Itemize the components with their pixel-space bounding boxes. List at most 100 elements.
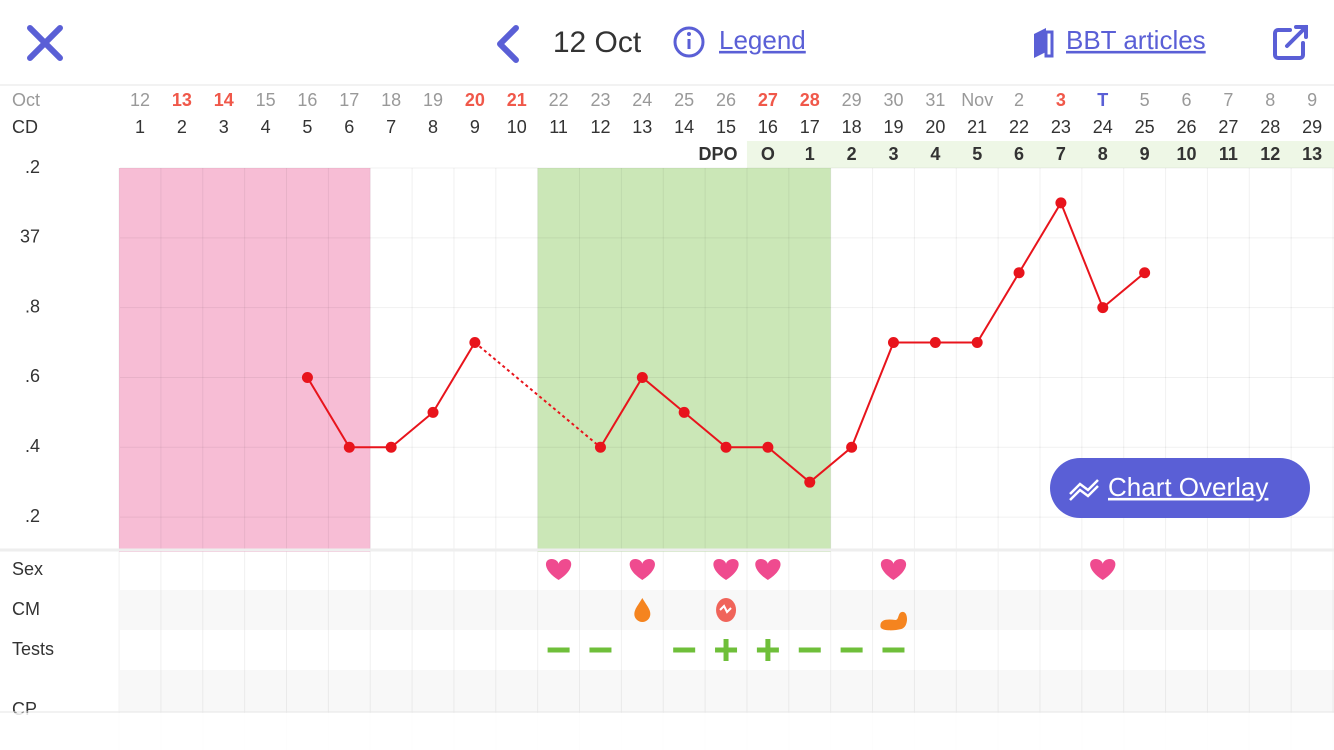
dpo-label: 3 (888, 144, 898, 164)
tracking-label: CM (12, 599, 40, 619)
temperature-point (636, 371, 648, 383)
temperature-point (971, 337, 983, 349)
date-label: 24 (632, 90, 652, 110)
chart-overlay-button[interactable]: Chart Overlay (1050, 458, 1310, 518)
tracking-icon-heart (713, 559, 739, 580)
cycle-day: 4 (261, 117, 271, 137)
temperature-point (1139, 267, 1151, 279)
date-label: 14 (214, 90, 234, 110)
date-label: 25 (674, 90, 694, 110)
tracking-icon-heart (1090, 559, 1116, 580)
cycle-day: 9 (470, 117, 480, 137)
minus (547, 647, 570, 653)
bottom-fade (0, 713, 1334, 750)
articles-link[interactable]: BBT articles (1066, 25, 1206, 55)
tracking-icon-plus (715, 639, 738, 661)
drop (634, 598, 651, 622)
temperature-point (678, 406, 690, 418)
current-date: 12 Oct (553, 26, 642, 59)
plus (756, 639, 779, 661)
cycle-day: 26 (1176, 117, 1196, 137)
dpo-label: 1 (805, 144, 815, 164)
date-label: 15 (256, 90, 276, 110)
temperature-point (594, 441, 606, 453)
date-label: 7 (1223, 90, 1233, 110)
temperature-point (427, 406, 439, 418)
cycle-day: 20 (925, 117, 945, 137)
dpo-label: 5 (972, 144, 982, 164)
temperature-point (469, 337, 481, 349)
dpo-label: 7 (1056, 144, 1066, 164)
period-band (119, 168, 371, 552)
date-label: 19 (423, 90, 443, 110)
cycle-day: 24 (1093, 117, 1113, 137)
date-label: 6 (1181, 90, 1191, 110)
cycle-day: 16 (758, 117, 778, 137)
cycle-day: 13 (632, 117, 652, 137)
book-icon (1034, 28, 1054, 58)
heart (629, 559, 655, 580)
dpo-label: 4 (930, 144, 940, 164)
y-tick-label: 37 (20, 227, 40, 247)
y-tick-label: .2 (25, 506, 40, 526)
date-label: 28 (800, 90, 820, 110)
dpo-label: 13 (1302, 144, 1322, 164)
cycle-day: 6 (344, 117, 354, 137)
tracking-icon-egg (716, 598, 737, 622)
tracking-icon-heart (755, 559, 781, 580)
date-label: 12 (130, 90, 150, 110)
tracking-icon-minus (798, 647, 821, 653)
tracking-icon-minus (840, 647, 863, 653)
dpo-label: 12 (1260, 144, 1280, 164)
minus (840, 647, 863, 653)
dpo-label: 2 (847, 144, 857, 164)
button-label[interactable]: Chart Overlay (1108, 472, 1268, 502)
date-label: 9 (1307, 90, 1317, 110)
cycle-day: 21 (967, 117, 987, 137)
back-button[interactable] (497, 25, 519, 63)
close-button[interactable] (27, 25, 63, 61)
date-label: 3 (1056, 90, 1066, 110)
temperature-point (804, 476, 816, 488)
cycle-day: 28 (1260, 117, 1280, 137)
cycle-day: 23 (1051, 117, 1071, 137)
y-tick-label: .6 (25, 366, 40, 386)
row-label: Oct (12, 90, 40, 110)
dpo-label: O (761, 144, 775, 164)
date-label: T (1097, 90, 1108, 110)
dpo-band (746, 141, 1334, 168)
heart (545, 559, 572, 580)
date-label: 2 (1014, 90, 1024, 110)
date-label: 31 (925, 90, 945, 110)
info-icon[interactable] (673, 26, 705, 58)
tracking-icon-minus (547, 647, 570, 653)
temperature-point (385, 441, 397, 453)
cycle-day: 19 (883, 117, 903, 137)
date-label: 21 (507, 90, 527, 110)
dpo-label: 11 (1219, 144, 1238, 164)
date-label: 22 (549, 90, 569, 110)
cycle-day: 12 (590, 117, 610, 137)
temperature-point (1097, 302, 1109, 314)
cycle-day: 8 (428, 117, 438, 137)
share-button[interactable] (1273, 25, 1308, 60)
legend-link[interactable]: Legend (719, 25, 806, 55)
tracking-label: Sex (12, 559, 43, 579)
cycle-day: 15 (716, 117, 736, 137)
date-label: 27 (758, 90, 778, 110)
chart: OctCDDPO12113214315416517618719820921102… (0, 90, 1334, 750)
temperature-point (1013, 267, 1025, 279)
date-label: 17 (339, 90, 359, 110)
cycle-day: 3 (219, 117, 229, 137)
date-label: Nov (961, 90, 993, 110)
row-label: CD (12, 117, 38, 137)
cycle-day: 5 (302, 117, 312, 137)
dpo-label: 9 (1140, 144, 1150, 164)
temperature-point (720, 441, 732, 453)
date-label: 16 (297, 90, 317, 110)
cycle-day: 7 (386, 117, 396, 137)
heart (1090, 559, 1116, 580)
cream (880, 611, 908, 631)
tracking-icon-heart (545, 559, 572, 580)
